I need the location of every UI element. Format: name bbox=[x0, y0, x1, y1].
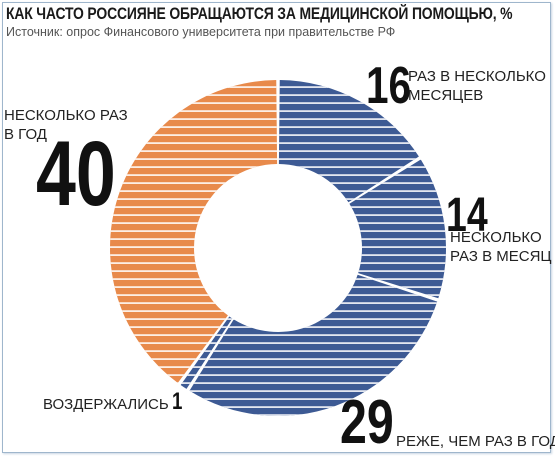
slice-value-1: 16 bbox=[366, 57, 412, 115]
slice-label-4-line-1: ВОЗДЕРЖАЛИСЬ bbox=[43, 396, 169, 413]
slice-value-3: 29 bbox=[340, 388, 394, 457]
donut-slice-4-stripes bbox=[180, 316, 233, 389]
slice-label-2-line-1: НЕСКОЛЬКО bbox=[450, 229, 542, 246]
chart-frame bbox=[2, 2, 551, 453]
slice-label-5-line-2: В ГОД bbox=[4, 126, 47, 143]
chart-title: КАК ЧАСТО РОССИЯНЕ ОБРАЩАЮТСЯ ЗА МЕДИЦИН… bbox=[6, 4, 513, 23]
slice-label-3-line-1: РЕЖЕ, ЧЕМ РАЗ В ГОД bbox=[396, 433, 555, 450]
donut-slice-3-stripes bbox=[189, 274, 438, 417]
slice-label-1-line-2: МЕСЯЦЕВ bbox=[408, 87, 484, 104]
donut-slice-2-stripes bbox=[349, 159, 446, 299]
donut-slice-5-stripes bbox=[110, 80, 278, 383]
slice-value-2: 14 bbox=[446, 189, 488, 242]
slice-value-5: 40 bbox=[36, 123, 116, 225]
slice-label-2-line-2: РАЗ В МЕСЯЦ bbox=[450, 248, 552, 265]
slice-value-4: 1 bbox=[172, 388, 183, 415]
slice-label-1-line-1: РАЗ В НЕСКОЛЬКО bbox=[408, 68, 546, 85]
donut-slice-1-stripes bbox=[278, 80, 419, 203]
chart-subtitle: Источник: опрос Финансового университета… bbox=[6, 25, 396, 39]
slice-label-5-line-1: НЕСКОЛЬКО РАЗ bbox=[4, 107, 128, 124]
